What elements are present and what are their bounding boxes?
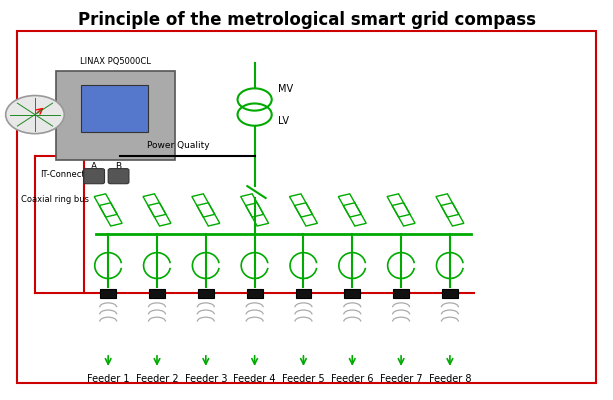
Text: A: A xyxy=(91,162,97,171)
Text: Coaxial ring bus: Coaxial ring bus xyxy=(21,196,89,204)
Text: B: B xyxy=(115,162,121,171)
Text: IT-Connectivity: IT-Connectivity xyxy=(40,170,102,179)
Circle shape xyxy=(6,96,64,134)
Bar xyxy=(101,289,116,298)
Bar xyxy=(56,71,175,160)
Text: Principle of the metrological smart grid compass: Principle of the metrological smart grid… xyxy=(77,11,536,29)
Text: LV: LV xyxy=(278,116,289,126)
Text: LINAX PQ5000CL: LINAX PQ5000CL xyxy=(80,57,151,66)
Bar xyxy=(149,289,165,298)
FancyBboxPatch shape xyxy=(84,169,104,184)
Text: Feeder 4: Feeder 4 xyxy=(234,374,276,384)
FancyBboxPatch shape xyxy=(108,169,129,184)
Text: Power Quality: Power Quality xyxy=(147,141,210,150)
Bar xyxy=(246,289,262,298)
Bar xyxy=(442,289,458,298)
Bar xyxy=(81,85,148,132)
Text: Feeder 2: Feeder 2 xyxy=(135,374,178,384)
Text: Feeder 1: Feeder 1 xyxy=(87,374,129,384)
Text: Feeder 7: Feeder 7 xyxy=(380,374,422,384)
Text: Feeder 6: Feeder 6 xyxy=(331,374,373,384)
Text: Feeder 5: Feeder 5 xyxy=(282,374,325,384)
Text: Feeder 8: Feeder 8 xyxy=(428,374,471,384)
Bar xyxy=(295,289,311,298)
Text: MV: MV xyxy=(278,84,293,94)
Bar xyxy=(17,31,596,383)
Text: Feeder 3: Feeder 3 xyxy=(185,374,227,384)
Bar xyxy=(393,289,409,298)
Bar xyxy=(198,289,214,298)
Bar xyxy=(345,289,360,298)
